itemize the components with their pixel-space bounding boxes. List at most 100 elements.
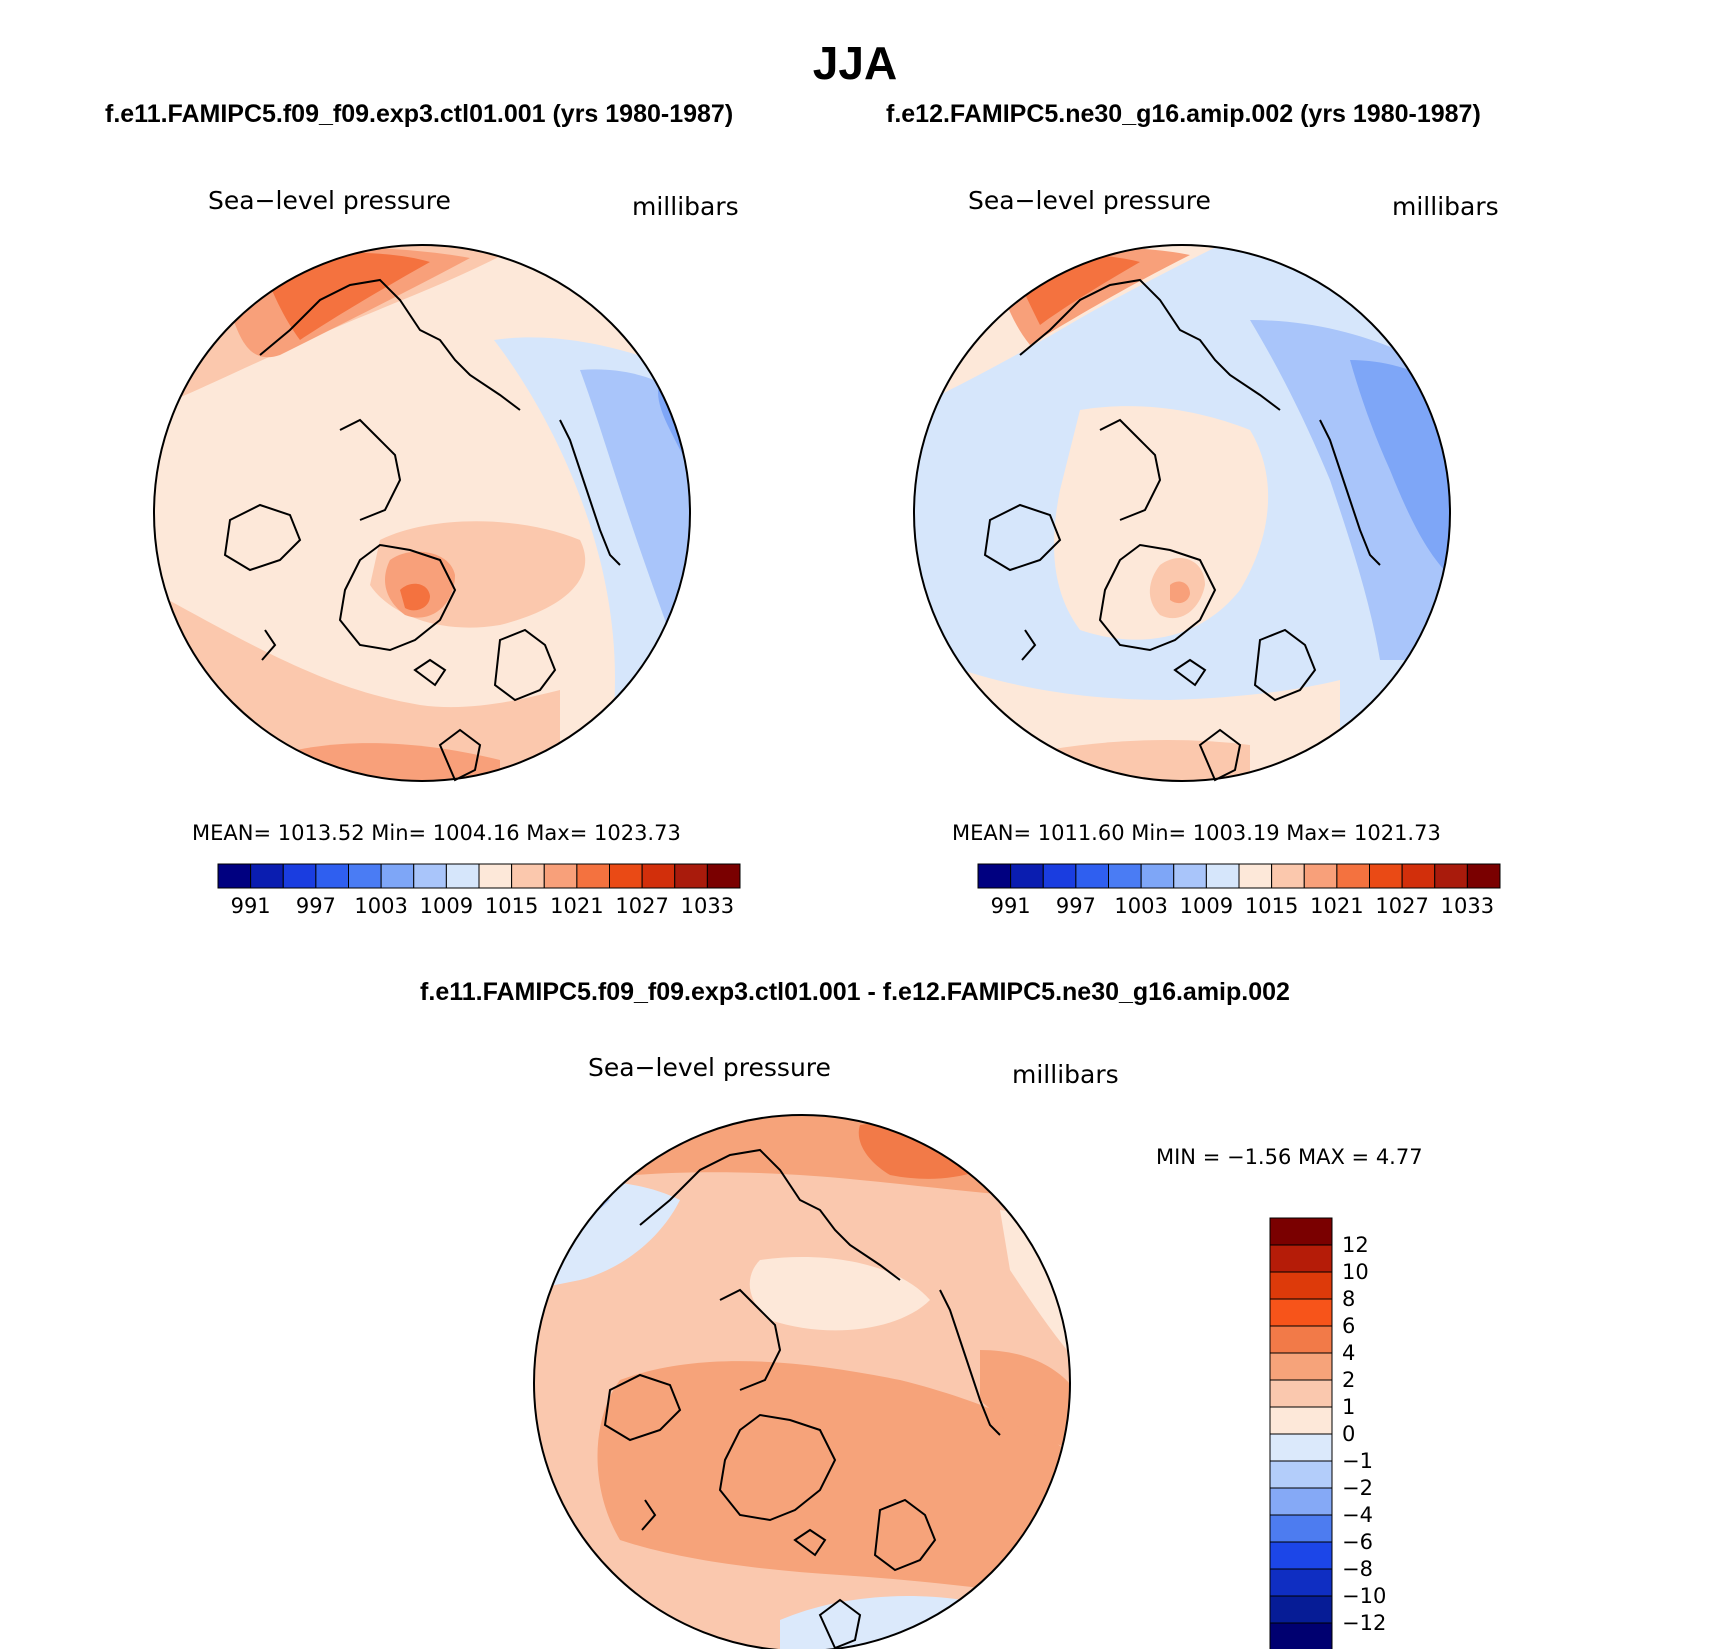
difference-colorbar-swatch xyxy=(1269,1514,1333,1543)
difference-eurasia-positive xyxy=(980,1350,1070,1450)
panel-1-greenland-max xyxy=(400,583,430,611)
panel-1-colorbar-tick-label: 1015 xyxy=(484,894,539,918)
panel-1-colorbar-swatch xyxy=(315,863,349,889)
panel-2-variable-label: Sea−level pressure xyxy=(968,186,1211,215)
panel-1-colorbar-swatch xyxy=(413,863,447,889)
panel-2-colorbar xyxy=(977,863,1501,889)
difference-colorbar-tick-label: −12 xyxy=(1342,1611,1387,1635)
difference-colorbar-swatch xyxy=(1269,1352,1333,1381)
difference-title: f.e11.FAMIPC5.f09_f09.exp3.ctl01.001 - f… xyxy=(420,978,1290,1006)
panel-1-case-title: f.e11.FAMIPC5.f09_f09.exp3.ctl01.001 (yr… xyxy=(105,100,734,128)
panel-2-colorbar-tick-label: 1009 xyxy=(1179,894,1234,918)
panel-1-colorbar-swatch xyxy=(217,863,252,889)
panel-2-colorbar-swatch xyxy=(1466,863,1501,889)
difference-map-outline xyxy=(533,1114,1071,1649)
difference-colorbar xyxy=(1269,1217,1333,1649)
difference-colorbar-tick-label: 12 xyxy=(1342,1233,1369,1257)
panel-2-greenland-max xyxy=(1170,581,1190,604)
difference-colorbar-swatch xyxy=(1269,1325,1333,1354)
panel-1-units-label: millibars xyxy=(632,192,739,221)
difference-colorbar-tick-label: 2 xyxy=(1342,1368,1356,1392)
panel-1-coastlines xyxy=(223,278,621,782)
difference-atlantic-positive xyxy=(597,1361,1070,1600)
panel-2-colorbar-swatch xyxy=(1434,863,1468,889)
panel-2-case-title: f.e12.FAMIPC5.ne30_g16.amip.002 (yrs 198… xyxy=(886,100,1481,128)
panel-1-colorbar-swatch xyxy=(609,863,643,889)
panel-2-colorbar-swatch xyxy=(1042,863,1077,889)
panel-1-colorbar-swatch xyxy=(380,863,415,889)
panel-1-colorbar-swatch xyxy=(282,863,317,889)
difference-colorbar-tick-label: −8 xyxy=(1342,1557,1373,1581)
difference-colorbar-tick-label: −6 xyxy=(1342,1530,1373,1554)
difference-colorbar-tick-label: 6 xyxy=(1342,1314,1356,1338)
difference-variable-label: Sea−level pressure xyxy=(588,1053,831,1082)
panel-2-asian-low-core xyxy=(1350,360,1450,580)
panel-1-colorbar-swatch xyxy=(511,863,545,889)
difference-arctic-weak xyxy=(749,1256,930,1331)
panel-2-colorbar-swatch xyxy=(1173,863,1207,889)
panel-2-colorbar-swatch xyxy=(1369,863,1403,889)
difference-units-label: millibars xyxy=(1012,1060,1119,1089)
difference-colorbar-tick-label: −4 xyxy=(1342,1503,1373,1527)
difference-colorbar-tick-label: 0 xyxy=(1342,1422,1356,1446)
difference-map xyxy=(533,1114,1071,1649)
difference-colorbar-tick-label: 1 xyxy=(1342,1395,1356,1419)
panel-2-colorbar-swatch xyxy=(1303,863,1338,889)
panel-1-colorbar-swatch xyxy=(706,863,741,889)
difference-colorbar-swatch xyxy=(1269,1541,1333,1570)
panel-2-map-outline xyxy=(913,244,1451,782)
panel-1-colorbar-swatch xyxy=(576,863,610,889)
difference-colorbar-tick-label: 10 xyxy=(1342,1260,1369,1284)
difference-colorbar-tick-label: −1 xyxy=(1342,1449,1373,1473)
panel-2-azores-high xyxy=(1000,740,1250,781)
difference-colorbar-tick-label: −2 xyxy=(1342,1476,1373,1500)
panel-1-colorbar-swatch xyxy=(543,863,578,889)
panel-2-colorbar-swatch xyxy=(1336,863,1370,889)
difference-colorbar-swatch xyxy=(1269,1622,1333,1649)
difference-colorbar-swatch xyxy=(1269,1244,1333,1273)
difference-colorbar-swatch xyxy=(1269,1217,1333,1246)
panel-1-colorbar-tick-label: 1021 xyxy=(550,894,604,918)
panel-1-colorbar-tick-label: 997 xyxy=(295,894,336,918)
panel-1-variable-label: Sea−level pressure xyxy=(208,186,451,215)
panel-1-colorbar-tick-label: 1033 xyxy=(680,894,735,918)
difference-colorbar-swatch xyxy=(1269,1460,1333,1489)
panel-2-colorbar-tick-label: 1033 xyxy=(1440,894,1495,918)
difference-colorbar-swatch xyxy=(1269,1379,1333,1408)
panel-1-map-outline xyxy=(153,244,691,782)
difference-colorbar-tick-label: −10 xyxy=(1342,1584,1387,1608)
difference-colorbar-tick-label: 8 xyxy=(1342,1287,1356,1311)
panel-2-colorbar-swatch xyxy=(1401,863,1436,889)
panel-2-stats: MEAN= 1011.60 Min= 1003.19 Max= 1021.73 xyxy=(952,821,1441,845)
panel-1-colorbar-swatch xyxy=(445,863,480,889)
panel-2-colorbar-swatch xyxy=(977,863,1012,889)
panel-2-colorbar-tick-label: 1015 xyxy=(1244,894,1299,918)
panel-1-colorbar-swatch xyxy=(348,863,382,889)
panel-1-colorbar-swatch xyxy=(478,863,513,889)
difference-coastlines xyxy=(603,1148,1001,1649)
panel-2-colorbar-tick-label: 1021 xyxy=(1310,894,1364,918)
panel-1-stats: MEAN= 1013.52 Min= 1004.16 Max= 1023.73 xyxy=(192,821,681,845)
panel-1-colorbar-tick-label: 991 xyxy=(230,894,271,918)
panel-1-colorbar xyxy=(217,863,741,889)
panel-2-colorbar-tick-label: 1027 xyxy=(1375,894,1429,918)
difference-colorbar-swatch xyxy=(1269,1271,1333,1300)
panel-2-colorbar-swatch xyxy=(1010,863,1044,889)
panel-2-units-label: millibars xyxy=(1392,192,1499,221)
panel-1-colorbar-tick-label: 1003 xyxy=(354,894,408,918)
difference-colorbar-swatch xyxy=(1269,1568,1333,1597)
difference-colorbar-swatch xyxy=(1269,1487,1333,1516)
panel-2-colorbar-tick-label: 1003 xyxy=(1114,894,1168,918)
panel-1-colorbar-tick-label: 1009 xyxy=(419,894,474,918)
season-title: JJA xyxy=(812,37,898,89)
panel-2-arctic-high xyxy=(1054,406,1269,640)
panel-2-map xyxy=(913,244,1451,782)
panel-2-colorbar-swatch xyxy=(1140,863,1175,889)
panel-1-map xyxy=(153,244,691,782)
panel-1-colorbar-swatch xyxy=(674,863,708,889)
panel-1-colorbar-tick-label: 1027 xyxy=(615,894,669,918)
panel-2-coastlines xyxy=(983,278,1381,782)
panel-2-colorbar-swatch xyxy=(1271,863,1305,889)
panel-2-colorbar-tick-label: 991 xyxy=(990,894,1031,918)
panel-2-colorbar-swatch xyxy=(1075,863,1109,889)
